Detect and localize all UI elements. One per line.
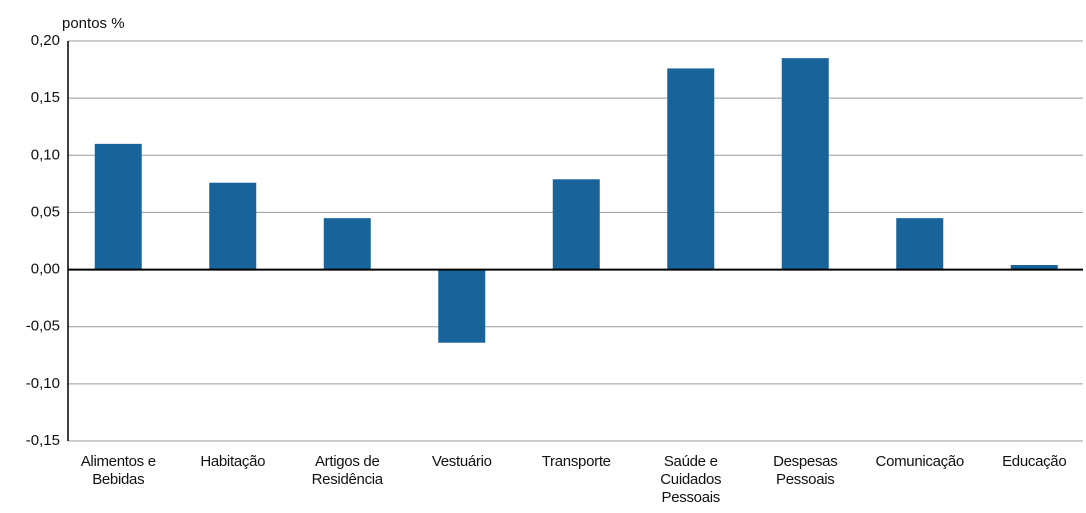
y-tick-label: -0,10 [26,375,60,392]
y-tick-label: -0,05 [26,318,60,335]
bar [896,218,944,270]
x-tick-label: Transporte [541,453,611,470]
x-tick-label: Artigos de Residência [311,453,384,488]
y-tick-label: 0,10 [31,146,60,163]
y-tick-label: 0,20 [31,32,60,49]
bar [94,143,142,270]
x-tick-label: Alimentos e Bebidas [80,453,156,488]
x-tick-label: Comunicação [875,453,965,470]
bar [552,179,600,270]
x-tick-label: Despesas Pessoais [773,453,838,488]
y-axis-label: pontos % [62,15,125,32]
x-tick-label: Educação [1002,453,1067,470]
bar [323,218,371,270]
y-tick-label: -0,15 [26,432,60,449]
bar [781,58,829,270]
y-tick-label: 0,00 [31,261,60,278]
bar [667,68,715,270]
x-tick-label: Vestuário [431,453,492,470]
y-tick-label: 0,15 [31,89,60,106]
x-tick-label: Saúde e Cuidados Pessoais [660,453,722,506]
bar [438,269,486,343]
bar [1010,265,1058,270]
y-tick-label: 0,05 [31,203,60,220]
bar [209,182,257,270]
x-tick-label: Habitação [200,453,266,470]
